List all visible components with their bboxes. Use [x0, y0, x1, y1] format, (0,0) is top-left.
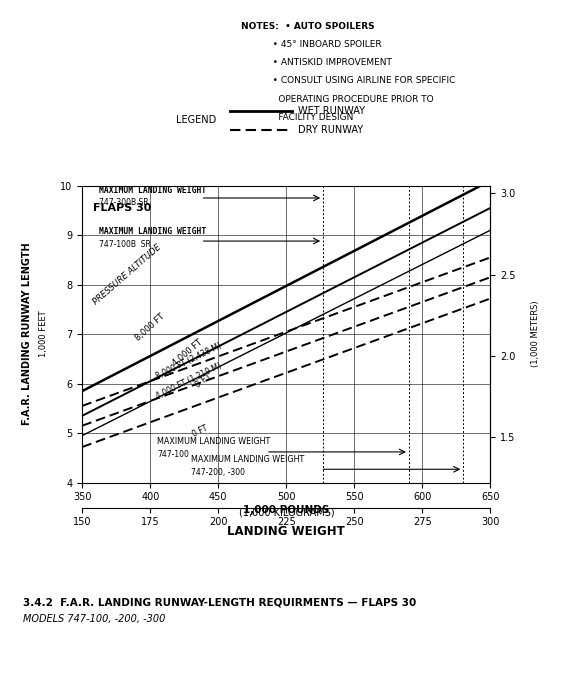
Text: WET RUNWAY: WET RUNWAY: [298, 107, 365, 116]
Text: MAXIMUM LANDING WEIGHT: MAXIMUM LANDING WEIGHT: [99, 186, 206, 194]
Text: 8,000 FT (2,438 M): 8,000 FT (2,438 M): [154, 342, 223, 381]
Text: MAXIMUM LANDING WEIGHT: MAXIMUM LANDING WEIGHT: [191, 456, 304, 464]
Text: FACILITY DESIGN: FACILITY DESIGN: [241, 113, 353, 122]
Text: FLAPS 30: FLAPS 30: [93, 203, 151, 213]
X-axis label: 1,000 POUNDS: 1,000 POUNDS: [243, 505, 329, 515]
Text: (1,000 KILOGRAMS): (1,000 KILOGRAMS): [239, 508, 334, 518]
Text: (1,000 METERS): (1,000 METERS): [531, 301, 540, 367]
Text: 4,000 FT: 4,000 FT: [171, 338, 204, 368]
Text: 747-300B SR: 747-300B SR: [99, 198, 148, 207]
Text: 1,000 FEET: 1,000 FEET: [39, 310, 48, 358]
Text: 747-100B  SR: 747-100B SR: [99, 240, 150, 249]
Text: • CONSULT USING AIRLINE FOR SPECIFIC: • CONSULT USING AIRLINE FOR SPECIFIC: [241, 76, 455, 85]
Text: DRY RUNWAY: DRY RUNWAY: [298, 125, 363, 134]
Text: OPERATING PROCEDURE PRIOR TO: OPERATING PROCEDURE PRIOR TO: [241, 95, 434, 103]
Text: 747-100: 747-100: [157, 450, 189, 460]
Text: LEGEND: LEGEND: [176, 115, 216, 126]
Text: • ANTISKID IMPROVEMENT: • ANTISKID IMPROVEMENT: [241, 58, 392, 67]
Text: • 45° INBOARD SPOILER: • 45° INBOARD SPOILER: [241, 40, 382, 49]
Text: 0 FT: 0 FT: [191, 424, 210, 439]
Text: MODELS 747-100, -200, -300: MODELS 747-100, -200, -300: [23, 614, 165, 624]
Text: 747-200, -300: 747-200, -300: [191, 468, 245, 477]
Text: F.A.R. LANDING RUNWAY LENGTH: F.A.R. LANDING RUNWAY LENGTH: [22, 243, 32, 425]
Text: 3.4.2  F.A.R. LANDING RUNWAY-LENGTH REQUIRMENTS — FLAPS 30: 3.4.2 F.A.R. LANDING RUNWAY-LENGTH REQUI…: [23, 597, 416, 608]
Text: PRESSURE ALTITUDE: PRESSURE ALTITUDE: [92, 243, 163, 307]
Text: 8,000 FT: 8,000 FT: [134, 312, 167, 343]
Text: LANDING WEIGHT: LANDING WEIGHT: [227, 525, 345, 538]
Text: NOTES:  • AUTO SPOILERS: NOTES: • AUTO SPOILERS: [241, 22, 375, 30]
Text: 0 FT: 0 FT: [194, 372, 213, 389]
Text: 4,000 FT (1,219 M): 4,000 FT (1,219 M): [154, 361, 223, 401]
Text: MAXIMUM LANDING WEIGHT: MAXIMUM LANDING WEIGHT: [157, 437, 270, 446]
Text: MAXIMUM LANDING WEIGHT: MAXIMUM LANDING WEIGHT: [99, 227, 206, 236]
